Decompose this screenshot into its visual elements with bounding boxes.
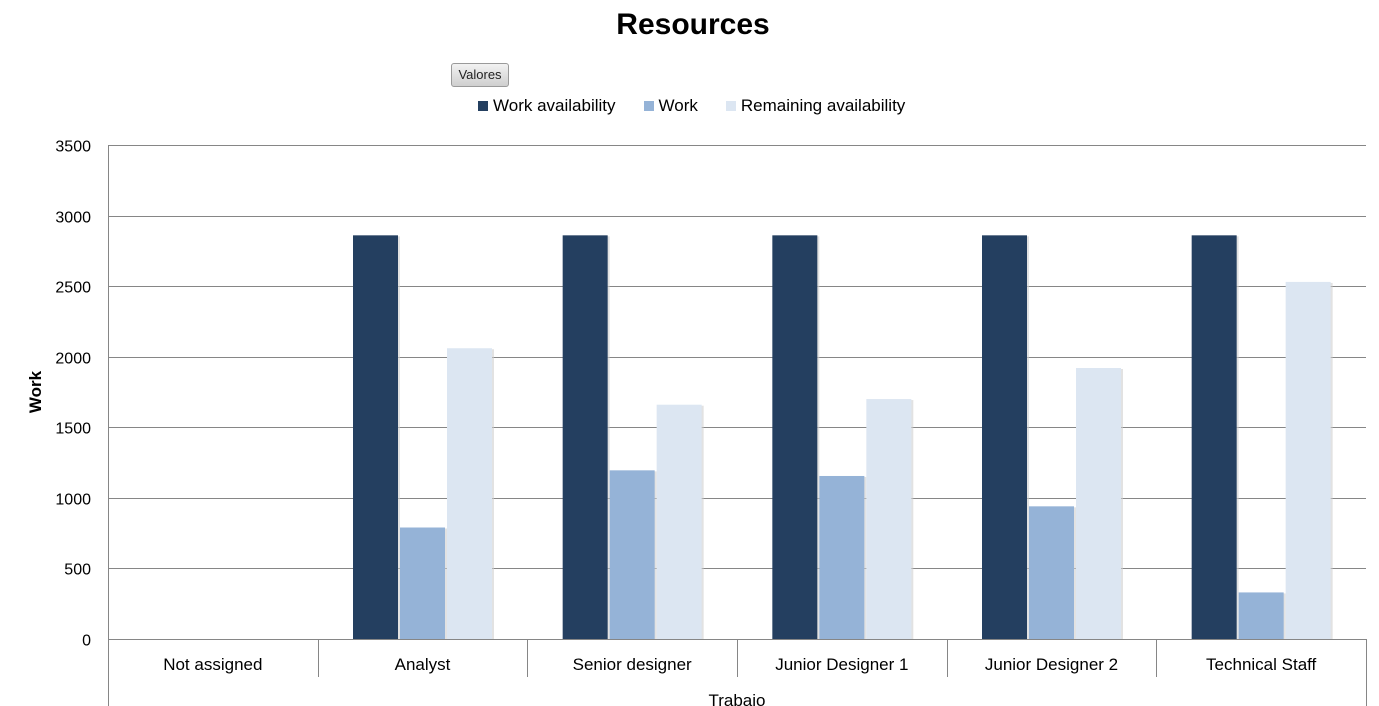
x-tick-label: Technical Staff <box>1206 655 1317 674</box>
bar <box>982 235 1027 639</box>
legend-label: Remaining availability <box>740 96 906 115</box>
bar <box>1238 592 1284 639</box>
legend-item-work[interactable]: Work <box>643 96 698 116</box>
values-field-button[interactable]: Valores <box>451 63 509 87</box>
bar <box>400 527 445 639</box>
y-tick-label: 1500 <box>55 421 91 438</box>
axis-labels: 0 500 1000 1500 2000 2500 3000 3500 Not assigned… <box>26 139 1317 706</box>
x-tick-label: Senior designer <box>573 655 692 674</box>
bars <box>353 235 1333 639</box>
bar <box>353 235 398 639</box>
x-tick-label: Analyst <box>395 655 451 674</box>
bar <box>1029 506 1074 639</box>
legend-label: Work availability <box>493 96 616 115</box>
y-tick-label: 0 <box>82 633 91 650</box>
y-tick-label: 3000 <box>55 210 91 227</box>
chart-title: Resources <box>616 8 770 41</box>
bar <box>1076 368 1121 639</box>
bar <box>562 235 608 639</box>
y-axis-title: Work <box>26 370 45 413</box>
legend-item-work-availability[interactable]: Work availability <box>478 96 616 116</box>
bar <box>656 404 702 639</box>
x-tick-label: Junior Designer 2 <box>985 655 1118 674</box>
bar <box>447 348 492 639</box>
legend-item-remaining-availability[interactable]: Remaining availability <box>725 96 906 116</box>
legend-label: Work <box>658 96 698 115</box>
y-tick-label: 500 <box>64 562 91 579</box>
bar <box>1285 281 1331 639</box>
axes <box>108 145 1367 706</box>
y-tick-label: 2500 <box>55 280 91 297</box>
legend-swatch <box>478 101 488 111</box>
legend-swatch <box>643 101 654 111</box>
gridlines <box>108 145 1366 569</box>
x-axis-title: Trabajo <box>708 691 765 706</box>
y-tick-label: 1000 <box>55 492 91 509</box>
legend-swatch <box>725 101 736 111</box>
bar <box>819 475 865 639</box>
x-tick-label: Not assigned <box>163 655 262 674</box>
x-tick-label: Junior Designer 1 <box>775 655 908 674</box>
bar <box>772 235 818 639</box>
y-tick-label: 3500 <box>55 139 91 156</box>
bar <box>866 399 912 639</box>
bar <box>609 470 655 639</box>
y-tick-label: 2000 <box>55 351 91 368</box>
legend: Work availability Work Remaining availab… <box>478 96 905 116</box>
bar <box>1191 235 1237 639</box>
